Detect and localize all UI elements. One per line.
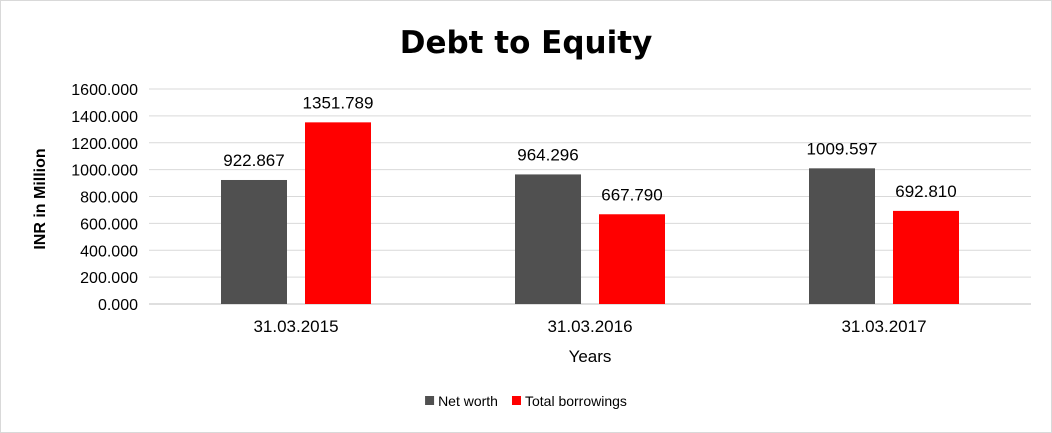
- y-tick-label: 1000.000: [71, 163, 138, 180]
- bar-net-worth: [221, 179, 287, 304]
- y-axis-title: INR in Million: [32, 148, 49, 249]
- bar-net-worth: [515, 174, 581, 304]
- x-category-label: 31.03.2017: [841, 317, 926, 336]
- bar-total-borrowings: [893, 210, 959, 304]
- data-label: 667.790: [601, 185, 662, 204]
- bars: [221, 122, 959, 304]
- legend-label: Net worth: [438, 393, 498, 409]
- y-tick-label: 200.000: [80, 270, 138, 287]
- data-label: 964.296: [517, 145, 578, 164]
- y-tick-label: 600.000: [80, 216, 138, 233]
- y-tick-label: 800.000: [80, 190, 138, 207]
- x-category-label: 31.03.2016: [547, 317, 632, 336]
- y-axis-ticks: 0.000 200.000 400.000 600.000 800.000 1000.00…: [71, 82, 138, 314]
- data-label: 692.810: [895, 182, 956, 201]
- data-label: 1351.789: [303, 93, 374, 112]
- x-axis-categories: 31.03.2015 31.03.2016 31.03.2017: [253, 317, 926, 336]
- bar-total-borrowings: [599, 214, 665, 304]
- legend-swatch: [511, 396, 521, 405]
- legend: Net worth Total borrowings: [425, 393, 627, 409]
- x-category-label: 31.03.2015: [253, 317, 338, 336]
- y-tick-label: 1200.000: [71, 136, 138, 153]
- data-label: 922.867: [223, 151, 284, 170]
- data-label: 1009.597: [807, 139, 878, 158]
- y-tick-label: 1400.000: [71, 109, 138, 126]
- data-labels: 922.867 1351.789 964.296 667.790 1009.597 692…: [223, 93, 956, 204]
- y-tick-label: 400.000: [80, 243, 138, 260]
- chart-title: Debt to Equity: [400, 25, 653, 61]
- legend-label: Total borrowings: [525, 393, 627, 409]
- bar-total-borrowings: [305, 122, 371, 304]
- y-tick-label: 1600.000: [71, 82, 138, 99]
- legend-swatch: [425, 396, 435, 405]
- bar-net-worth: [809, 168, 875, 304]
- gridlines: [149, 88, 1031, 305]
- x-axis-title: Years: [569, 347, 612, 366]
- y-tick-label: 0.000: [98, 297, 138, 314]
